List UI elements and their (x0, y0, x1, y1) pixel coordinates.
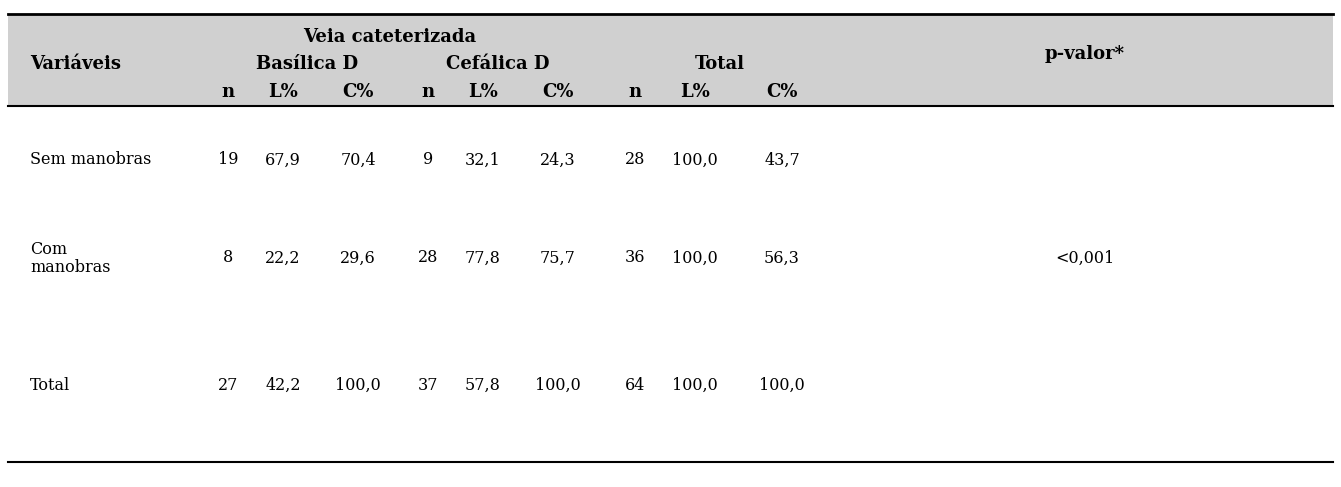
Text: 100,0: 100,0 (672, 249, 717, 266)
Text: 28: 28 (625, 151, 645, 169)
Text: 100,0: 100,0 (672, 376, 717, 393)
Text: Variáveis: Variáveis (30, 55, 121, 73)
Text: Sem manobras: Sem manobras (30, 151, 152, 169)
Text: 24,3: 24,3 (540, 151, 575, 169)
Text: 22,2: 22,2 (266, 249, 300, 266)
Text: Cefálica D: Cefálica D (447, 55, 550, 73)
Text: Total: Total (695, 55, 746, 73)
Text: 56,3: 56,3 (764, 249, 801, 266)
Text: <0,001: <0,001 (1055, 249, 1114, 266)
Text: p-valor*: p-valor* (1045, 45, 1125, 63)
Text: 100,0: 100,0 (759, 376, 805, 393)
Text: 42,2: 42,2 (266, 376, 300, 393)
Text: n: n (221, 83, 235, 101)
Text: 32,1: 32,1 (465, 151, 502, 169)
Text: L%: L% (680, 83, 709, 101)
Text: 27: 27 (217, 376, 239, 393)
Text: 64: 64 (625, 376, 645, 393)
Text: n: n (421, 83, 434, 101)
Text: C%: C% (542, 83, 574, 101)
Text: 8: 8 (223, 249, 233, 266)
Text: 36: 36 (625, 249, 645, 266)
Text: Basílica D: Basílica D (256, 55, 358, 73)
Text: L%: L% (468, 83, 498, 101)
Text: 100,0: 100,0 (535, 376, 581, 393)
Text: 67,9: 67,9 (266, 151, 300, 169)
Text: L%: L% (268, 83, 298, 101)
Text: 70,4: 70,4 (341, 151, 375, 169)
Text: 75,7: 75,7 (540, 249, 575, 266)
Text: 29,6: 29,6 (341, 249, 375, 266)
Text: 43,7: 43,7 (764, 151, 799, 169)
Text: 28: 28 (418, 249, 439, 266)
Text: C%: C% (766, 83, 798, 101)
Text: manobras: manobras (30, 259, 110, 276)
Bar (8, 14, 1333, 106)
Text: Veia cateterizada: Veia cateterizada (303, 28, 476, 46)
Text: Total: Total (30, 376, 70, 393)
Text: 100,0: 100,0 (672, 151, 717, 169)
Text: 100,0: 100,0 (335, 376, 381, 393)
Text: 9: 9 (422, 151, 433, 169)
Text: 19: 19 (217, 151, 239, 169)
Text: n: n (629, 83, 641, 101)
Text: C%: C% (342, 83, 374, 101)
Text: 57,8: 57,8 (465, 376, 502, 393)
Text: Com: Com (30, 241, 67, 258)
Text: 77,8: 77,8 (465, 249, 502, 266)
Text: 37: 37 (418, 376, 439, 393)
